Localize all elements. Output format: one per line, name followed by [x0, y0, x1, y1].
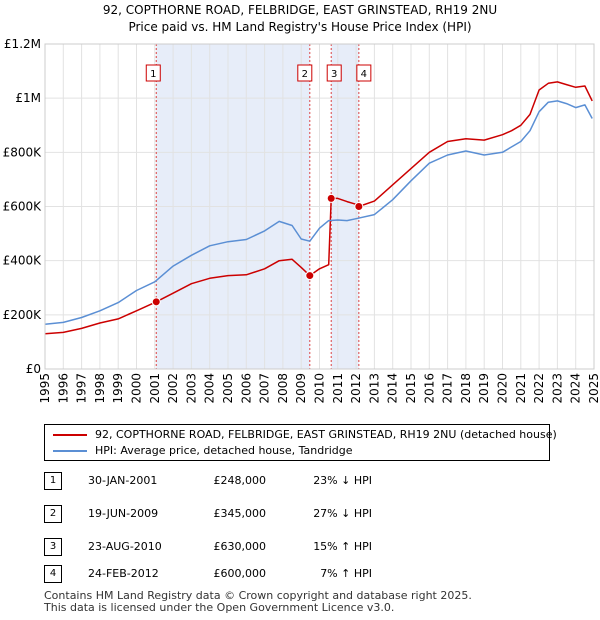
sale-label: 2 — [297, 64, 313, 82]
transaction-date: 23-AUG-2010 — [88, 540, 162, 553]
transaction-number: 1 — [44, 472, 62, 490]
x-tick-label: 2024 — [569, 373, 583, 404]
x-tick-label: 2014 — [386, 373, 400, 404]
x-tick-label: 2000 — [130, 373, 144, 404]
sale-label-box — [145, 64, 161, 82]
transaction-price: £600,000 — [213, 567, 267, 580]
transaction-number: 3 — [44, 538, 62, 556]
transaction-date: 24-FEB-2012 — [88, 567, 159, 580]
property-price-line — [44, 81, 593, 335]
x-tick-label: 1998 — [93, 373, 107, 404]
sale-point — [354, 202, 364, 211]
x-tick-label: 2009 — [294, 373, 308, 404]
footer-line-1: Contains HM Land Registry data © Crown c… — [44, 589, 472, 602]
x-tick-label: 2019 — [477, 373, 491, 404]
x-tick-label: 2021 — [514, 373, 528, 404]
x-tick-label: 2006 — [239, 373, 253, 404]
x-tick-label: 1999 — [111, 373, 125, 404]
sale-point — [151, 297, 161, 307]
x-tick-label: 2007 — [258, 373, 272, 404]
footer-line-2: This data is licensed under the Open Gov… — [44, 601, 395, 614]
sale-label-box — [326, 64, 342, 82]
x-tick-label: 2018 — [459, 373, 473, 404]
legend-label-hpi: HPI: Average price, detached house, Tand… — [95, 444, 353, 457]
transaction-price: £630,000 — [213, 540, 267, 553]
x-tick-label: 2013 — [367, 373, 381, 404]
sale-point — [326, 193, 336, 203]
chart-title: 92, COPTHORNE ROAD, FELBRIDGE, EAST GRIN… — [103, 3, 497, 17]
x-tick-label: 2025 — [587, 373, 600, 404]
sale-label-text: 2 — [302, 69, 308, 80]
x-tick-label: 1997 — [75, 373, 89, 404]
footer-attribution: Contains HM Land Registry data © Crown c… — [44, 590, 472, 614]
x-tick-label: 2003 — [184, 373, 198, 404]
y-tick-label: £400K — [3, 254, 43, 268]
x-tick-label: 2008 — [276, 373, 290, 404]
x-tick-label: 2020 — [496, 373, 510, 404]
sale-label-box — [297, 64, 313, 82]
x-tick-label: 2015 — [404, 373, 418, 404]
legend-label-property: 92, COPTHORNE ROAD, FELBRIDGE, EAST GRIN… — [95, 428, 557, 441]
x-tick-label: 2001 — [148, 373, 162, 404]
legend-swatch-hpi — [53, 450, 87, 452]
y-tick-label: £1.2M — [4, 37, 41, 51]
transaction-date: 30-JAN-2001 — [88, 474, 158, 487]
transaction-hpi-diff: 23% ↓ HPI — [313, 474, 372, 487]
chart-subtitle: Price paid vs. HM Land Registry's House … — [128, 20, 471, 34]
x-tick-label: 2017 — [441, 373, 455, 404]
transaction-price: £248,000 — [213, 474, 267, 487]
x-tick-label: 2012 — [349, 373, 363, 404]
x-tick-label: 1995 — [38, 373, 52, 404]
transaction-hpi-diff: 27% ↓ HPI — [313, 507, 372, 520]
x-tick-label: 2005 — [221, 373, 235, 404]
sale-label: 4 — [356, 64, 372, 82]
hpi-line — [44, 100, 593, 326]
x-tick-label: 1996 — [56, 373, 70, 404]
x-tick-label: 2023 — [550, 373, 564, 404]
legend-item-property: 92, COPTHORNE ROAD, FELBRIDGE, EAST GRIN… — [53, 427, 557, 443]
transaction-hpi-diff: 15% ↑ HPI — [313, 540, 372, 553]
sale-label: 3 — [326, 64, 342, 82]
chart-legend: 92, COPTHORNE ROAD, FELBRIDGE, EAST GRIN… — [44, 424, 557, 461]
legend-swatch-property — [53, 434, 87, 436]
x-tick-label: 2004 — [203, 373, 217, 404]
y-tick-label: £1M — [15, 91, 41, 105]
x-tick-label: 2010 — [313, 373, 327, 404]
y-tick-label: £600K — [3, 200, 43, 214]
sale-label: 1 — [145, 64, 161, 82]
transaction-date: 19-JUN-2009 — [88, 507, 159, 520]
transaction-number: 2 — [44, 505, 62, 523]
transaction-number: 4 — [44, 565, 62, 583]
y-tick-label: £800K — [3, 145, 43, 159]
y-tick-label: £200K — [3, 308, 43, 322]
sale-label-text: 4 — [361, 69, 367, 80]
legend-item-hpi: HPI: Average price, detached house, Tand… — [53, 443, 353, 459]
sale-label-text: 1 — [150, 69, 156, 80]
price-chart: 92, COPTHORNE ROAD, FELBRIDGE, EAST GRIN… — [3, 3, 600, 404]
sale-label-text: 3 — [331, 69, 337, 80]
plot-frame — [44, 43, 595, 370]
sale-point — [305, 271, 315, 281]
y-tick-label: £0 — [26, 362, 41, 376]
transaction-price: £345,000 — [213, 507, 267, 520]
sale-label-box — [356, 64, 372, 82]
x-tick-label: 2016 — [422, 373, 436, 404]
transaction-hpi-diff: 7% ↑ HPI — [320, 567, 372, 580]
x-tick-label: 2002 — [166, 373, 180, 404]
x-tick-label: 2022 — [532, 373, 546, 404]
x-tick-label: 2011 — [331, 373, 345, 404]
